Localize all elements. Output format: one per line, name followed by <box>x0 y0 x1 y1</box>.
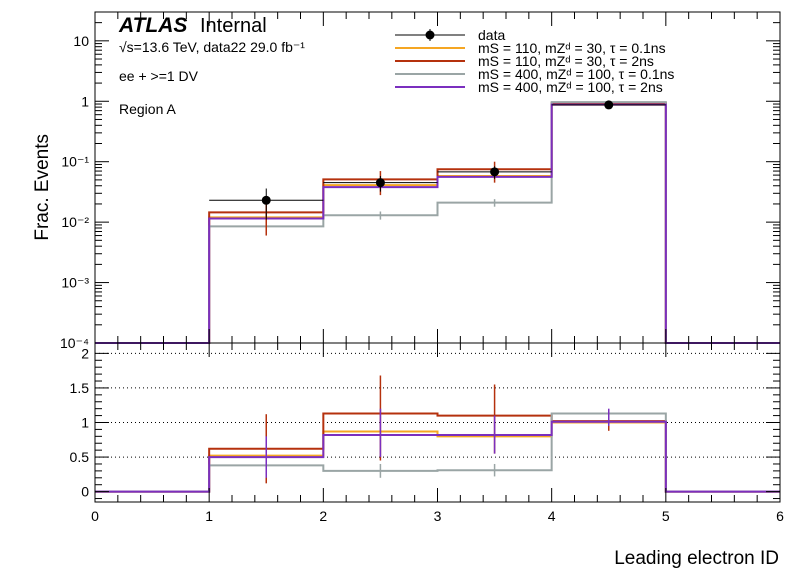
legend-entry-1: mS = 110, mZᵈ = 30, τ = 0.1ns <box>395 40 666 56</box>
legend-label-4: mS = 400, mZᵈ = 100, τ = 2ns <box>478 79 663 95</box>
region-label: Region A <box>119 101 176 117</box>
legend-entry-2: mS = 110, mZᵈ = 30, τ = 2ns <box>395 53 654 69</box>
legend: data mS = 110, mZᵈ = 30, τ = 0.1ns mS = … <box>395 27 674 95</box>
legend-entry-4: mS = 400, mZᵈ = 100, τ = 2ns <box>395 79 663 95</box>
main-ytick-label-4: 10⁻² <box>61 214 89 230</box>
selection-label: ee + >=1 DV <box>119 68 199 84</box>
ratio-xtick-label-4: 3 <box>434 508 442 524</box>
main-ytick-label-5: 10⁻³ <box>61 275 89 291</box>
ratio-ytick-label-3: 1 <box>81 415 89 431</box>
legend-label-data: data <box>478 27 505 43</box>
legend-entry-3: mS = 400, mZᵈ = 100, τ = 0.1ns <box>395 66 674 82</box>
main-series-4 <box>95 103 780 344</box>
ratio-ytick-label-5: 2 <box>81 345 89 361</box>
data-point-3 <box>490 167 500 177</box>
main-panel: 10 1 10⁻¹ 10⁻² 10⁻³ 10⁻⁴ Frac. Events ATLAS I… <box>32 11 781 351</box>
legend-data-marker <box>425 30 435 40</box>
legend-label-3: mS = 400, mZᵈ = 100, τ = 0.1ns <box>478 66 674 82</box>
main-ytick-label-1: 10 <box>73 33 89 49</box>
ratio-xtick-label-2: 1 <box>205 508 213 524</box>
ratio-xtick-label-3: 2 <box>319 508 327 524</box>
main-ytick-label-6: 10⁻⁴ <box>60 335 89 351</box>
ratio-xtick-label-1: 0 <box>91 508 99 524</box>
data-point-2 <box>375 178 385 188</box>
x-axis-label: Leading electron ID <box>614 548 779 569</box>
legend-label-1: mS = 110, mZᵈ = 30, τ = 0.1ns <box>478 40 666 56</box>
ratio-ytick-label-1: 0 <box>81 484 89 500</box>
ratio-panel: 0 0.5 1 1.5 2 0 1 2 3 4 5 6 Leading electron ID <box>70 342 784 569</box>
legend-entry-data: data <box>395 27 505 43</box>
ratio-series-4 <box>95 420 780 493</box>
ratio-xtick-label-6: 5 <box>662 508 670 524</box>
data-point-1 <box>261 195 271 205</box>
ratio-ytick-label-2: 0.5 <box>70 449 90 465</box>
atlas-label: ATLAS <box>118 14 187 37</box>
energy-lumi-label: √s=13.6 TeV, data22 29.0 fb⁻¹ <box>119 39 305 55</box>
legend-label-2: mS = 110, mZᵈ = 30, τ = 2ns <box>478 53 654 69</box>
data-point-4 <box>604 100 614 110</box>
main-ytick-label-2: 1 <box>81 93 89 109</box>
ratio-xtick-label-5: 4 <box>548 508 556 524</box>
main-ytick-label-3: 10⁻¹ <box>61 154 89 170</box>
status-label: Internal <box>200 15 267 37</box>
ratio-xtick-label-7: 6 <box>776 508 784 524</box>
main-y-axis-label: Frac. Events <box>32 134 53 241</box>
ratio-ytick-label-4: 1.5 <box>70 380 90 396</box>
